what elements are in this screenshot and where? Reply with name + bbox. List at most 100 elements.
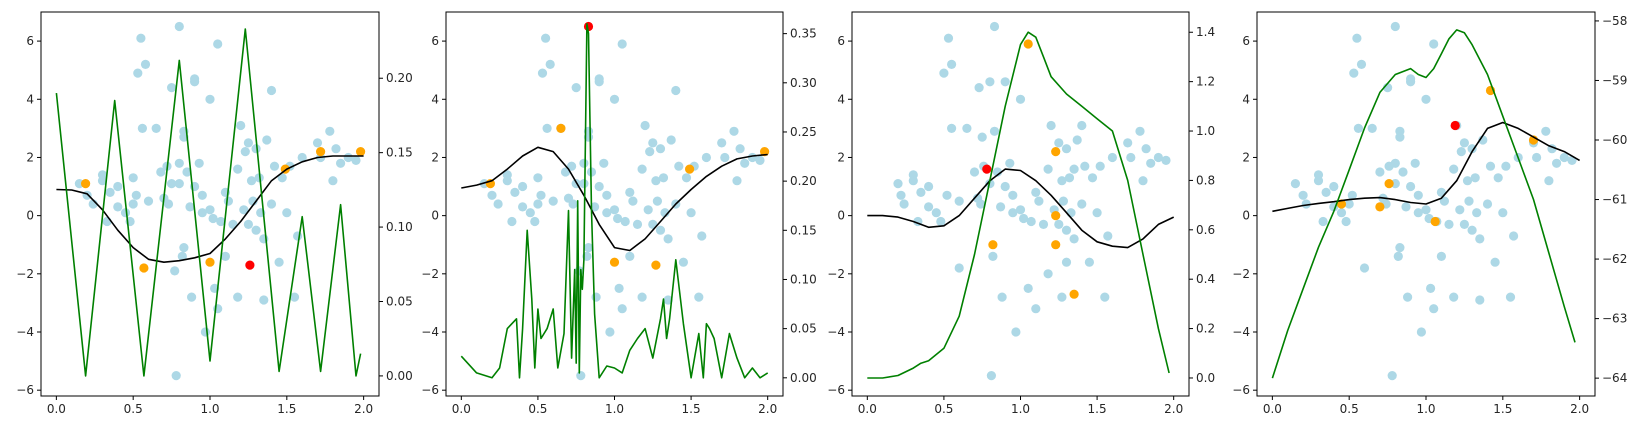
y2-tick-label: 1.0 (1196, 124, 1215, 138)
background-scatter-point (1375, 167, 1385, 177)
background-scatter-point (487, 190, 497, 200)
background-scatter-point (1043, 164, 1053, 174)
background-scatter-point (1406, 74, 1416, 84)
background-scatter-point (620, 216, 630, 227)
curve-left-axis (1272, 121, 1580, 213)
background-scatter-point (1475, 234, 1485, 244)
plot-area (55, 21, 366, 381)
background-scatter-point (236, 120, 246, 131)
background-scatter-point (1455, 205, 1465, 215)
y-tick-label: 6 (1242, 34, 1250, 48)
background-scatter-point (128, 173, 138, 183)
background-scatter-point (208, 213, 218, 224)
background-scatter-point (1472, 208, 1482, 218)
y-tick-label: 6 (837, 34, 845, 48)
y2-tick-label: 1.2 (1196, 75, 1215, 89)
background-scatter-point (1336, 208, 1347, 218)
background-scatter-point (205, 205, 215, 215)
background-scatter-point (297, 152, 307, 163)
background-scatter-point (643, 205, 653, 215)
background-scatter-point (1552, 158, 1562, 168)
x-tick-label: 0.5 (124, 402, 143, 416)
plot-area (867, 21, 1175, 381)
background-scatter-point (1043, 269, 1053, 279)
background-scatter-point (328, 176, 338, 186)
background-scatter-point (1353, 123, 1363, 133)
background-scatter-point (1015, 205, 1026, 215)
background-scatter-point (986, 371, 997, 381)
x-tick-label: 1.0 (200, 402, 219, 416)
background-scatter-point (1449, 292, 1459, 302)
background-scatter-point (171, 371, 181, 381)
background-scatter-point (542, 123, 552, 133)
background-scatter-point (1072, 135, 1082, 145)
y-tick-label: −6 (827, 383, 845, 397)
orange-scatter-point (1051, 211, 1061, 221)
background-scatter-point (174, 21, 184, 32)
background-scatter-point (989, 21, 1000, 32)
background-scatter-point (156, 167, 166, 177)
background-scatter-point (1541, 126, 1551, 136)
x-tick-label: 2.0 (758, 402, 777, 416)
background-scatter-point (924, 202, 934, 212)
background-scatter-point (735, 144, 745, 154)
background-scatter-point (1318, 216, 1328, 227)
curve-right-axis (55, 28, 362, 377)
background-scatter-point (1429, 39, 1439, 49)
y2-tick-label: 0.15 (386, 146, 413, 160)
background-scatter-point (197, 208, 207, 218)
background-scatter-point (560, 167, 571, 177)
background-scatter-point (609, 94, 620, 104)
background-scatter-point (947, 59, 957, 69)
background-scatter-point (989, 126, 1000, 136)
background-scatter-point (637, 292, 647, 302)
background-scatter-point (632, 219, 643, 229)
background-scatter-point (1436, 251, 1446, 261)
background-scatter-point (625, 187, 635, 197)
background-scatter-point (1000, 181, 1010, 192)
background-scatter-point (896, 190, 906, 200)
background-scatter-point (1387, 371, 1397, 381)
background-scatter-point (233, 292, 243, 302)
background-scatter-point (213, 39, 223, 49)
x-tick-label: 0.0 (452, 402, 471, 416)
background-scatter-point (131, 190, 141, 200)
background-scatter-point (954, 263, 964, 273)
y2-tick-label: 0.6 (1196, 223, 1215, 237)
background-scatter-point (1398, 167, 1408, 177)
y2-tick-label: 0.05 (386, 294, 413, 308)
y-tick-label: −6 (421, 383, 439, 397)
background-scatter-point (1403, 292, 1413, 302)
background-scatter-point (1321, 187, 1331, 197)
curve-right-axis (460, 22, 769, 379)
background-scatter-point (571, 83, 581, 93)
x-tick-label: 0.5 (934, 402, 953, 416)
background-scatter-point (167, 179, 177, 189)
background-scatter-point (936, 216, 946, 227)
background-scatter-point (105, 187, 115, 197)
background-scatter-point (640, 120, 650, 131)
background-scatter-point (151, 123, 161, 133)
background-scatter-point (1064, 173, 1075, 183)
background-scatter-point (351, 155, 361, 165)
background-scatter-point (1008, 190, 1018, 200)
background-scatter-point (113, 181, 123, 192)
background-scatter-point (325, 126, 335, 136)
background-scatter-point (954, 196, 964, 206)
background-scatter-point (1470, 173, 1480, 183)
background-scatter-point (1329, 181, 1339, 192)
y-tick-label: 2 (837, 150, 845, 164)
background-scatter-point (1138, 176, 1148, 186)
y2-tick-label: −58 (1602, 14, 1627, 28)
background-scatter-point (1421, 205, 1431, 215)
y2-tick-label: 0.8 (1196, 173, 1215, 187)
background-scatter-point (97, 176, 108, 186)
background-scatter-point (663, 295, 673, 305)
background-scatter-point (613, 213, 623, 224)
red-point-point (1450, 120, 1460, 131)
background-scatter-point (740, 158, 750, 168)
y2-tick-label: 0.2 (1196, 322, 1215, 336)
background-scatter-point (243, 138, 253, 148)
background-scatter-point (1490, 257, 1500, 267)
